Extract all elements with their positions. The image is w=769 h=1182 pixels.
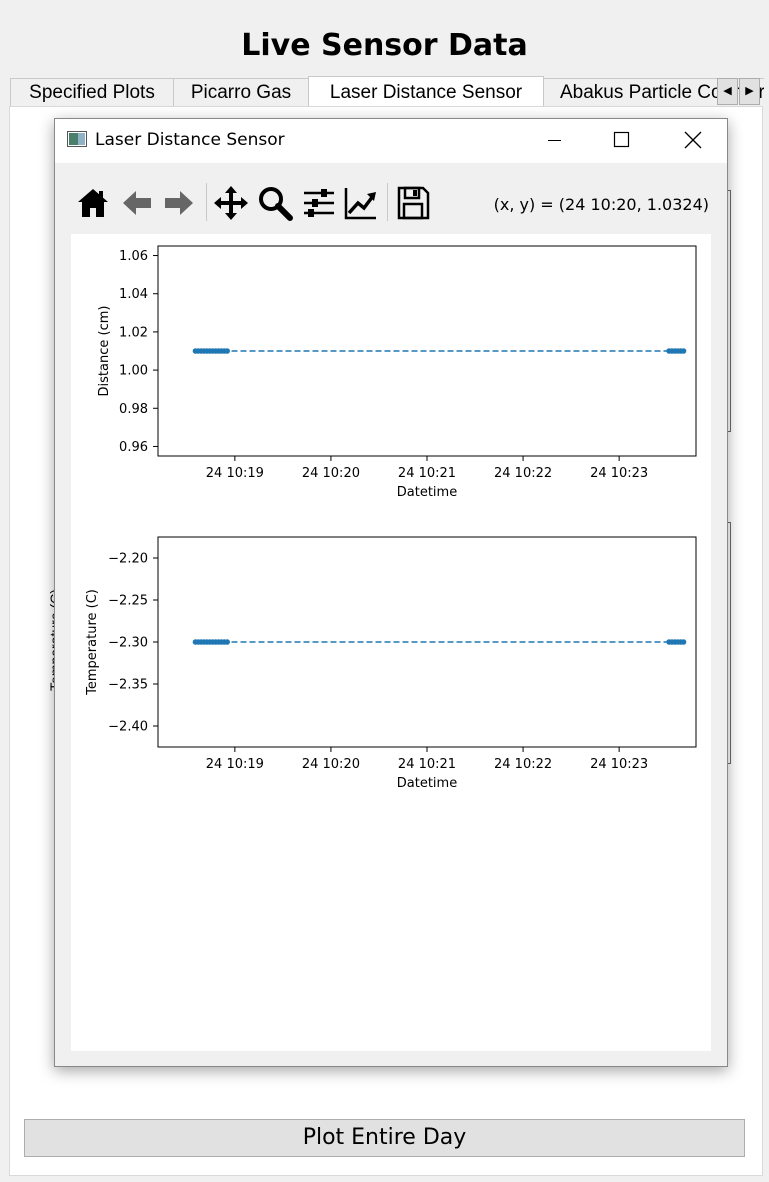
data-point: [224, 639, 230, 645]
toolbar-separator: [206, 183, 207, 221]
tab-scroll-left-icon[interactable]: ◀: [717, 78, 738, 105]
y-tick-label: 1.00: [119, 364, 148, 379]
y-tick-label: −2.35: [108, 678, 148, 693]
data-point: [680, 348, 687, 354]
y-tick-label: 1.06: [119, 249, 148, 264]
home-icon[interactable]: [75, 185, 111, 221]
y-tick-label: 0.98: [119, 402, 148, 417]
tab-laser-distance-sensor[interactable]: Laser Distance Sensor: [308, 76, 544, 107]
tab-scroll-right-icon[interactable]: ▶: [739, 78, 760, 105]
x-tick-label: 24 10:23: [590, 466, 648, 481]
y-axis-label: Temperature (C): [85, 589, 100, 696]
figure-canvas[interactable]: 24 10:19 24 10:20 24 10:21 24 10:22 24 10:23…: [71, 234, 711, 1051]
tab-bar: Specified Plots Picarro Gas Laser Distan…: [10, 76, 764, 107]
toolbar-separator: [387, 183, 388, 221]
x-tick-label: 24 10:20: [302, 757, 360, 772]
window-titlebar[interactable]: Laser Distance Sensor: [55, 119, 727, 163]
figure-window: Laser Distance Sensor: [54, 118, 728, 1067]
app-window-icon: [67, 131, 87, 147]
x-axis-label: Datetime: [397, 776, 457, 791]
window-title: Laser Distance Sensor: [95, 130, 285, 150]
pan-icon[interactable]: [213, 185, 249, 221]
back-arrow-icon[interactable]: [119, 185, 155, 221]
maximize-icon[interactable]: [599, 119, 645, 163]
y-tick-label: −2.30: [108, 636, 148, 651]
plot-entire-day-button[interactable]: Plot Entire Day: [24, 1119, 745, 1157]
x-tick-label: 24 10:20: [302, 466, 360, 481]
tab-specified-plots[interactable]: Specified Plots: [10, 78, 174, 106]
y-tick-label: −2.40: [108, 720, 148, 735]
minimize-icon[interactable]: [531, 119, 577, 163]
y-tick-label: −2.25: [108, 594, 148, 609]
x-axis-label: Datetime: [397, 485, 457, 500]
x-tick-label: 24 10:19: [206, 757, 264, 772]
matplotlib-toolbar: (x, y) = (24 10:20, 1.0324): [55, 163, 727, 235]
x-tick-label: 24 10:21: [398, 757, 456, 772]
x-tick-label: 24 10:19: [206, 466, 264, 481]
y-tick-label: 1.04: [119, 287, 148, 302]
x-tick-label: 24 10:22: [494, 757, 552, 772]
y-tick-label: 0.96: [119, 440, 148, 455]
zoom-icon[interactable]: [257, 185, 293, 221]
x-tick-label: 24 10:21: [398, 466, 456, 481]
y-tick-label: −2.20: [108, 552, 148, 567]
edit-axes-icon[interactable]: [343, 185, 379, 221]
y-axis-label: Distance (cm): [97, 306, 112, 397]
configure-subplots-icon[interactable]: [301, 185, 337, 221]
data-point: [224, 348, 230, 354]
data-point: [680, 639, 687, 645]
tab-picarro-gas[interactable]: Picarro Gas: [173, 78, 309, 106]
x-tick-label: 24 10:22: [494, 466, 552, 481]
forward-arrow-icon[interactable]: [161, 185, 197, 221]
y-tick-label: 1.02: [119, 325, 148, 340]
figure-svg: 24 10:19 24 10:20 24 10:21 24 10:22 24 10:23…: [85, 245, 697, 791]
close-icon[interactable]: [669, 119, 715, 163]
app-title: Live Sensor Data: [241, 28, 528, 63]
save-icon[interactable]: [395, 185, 431, 221]
coordinate-readout: (x, y) = (24 10:20, 1.0324): [493, 195, 709, 214]
x-tick-label: 24 10:23: [590, 757, 648, 772]
